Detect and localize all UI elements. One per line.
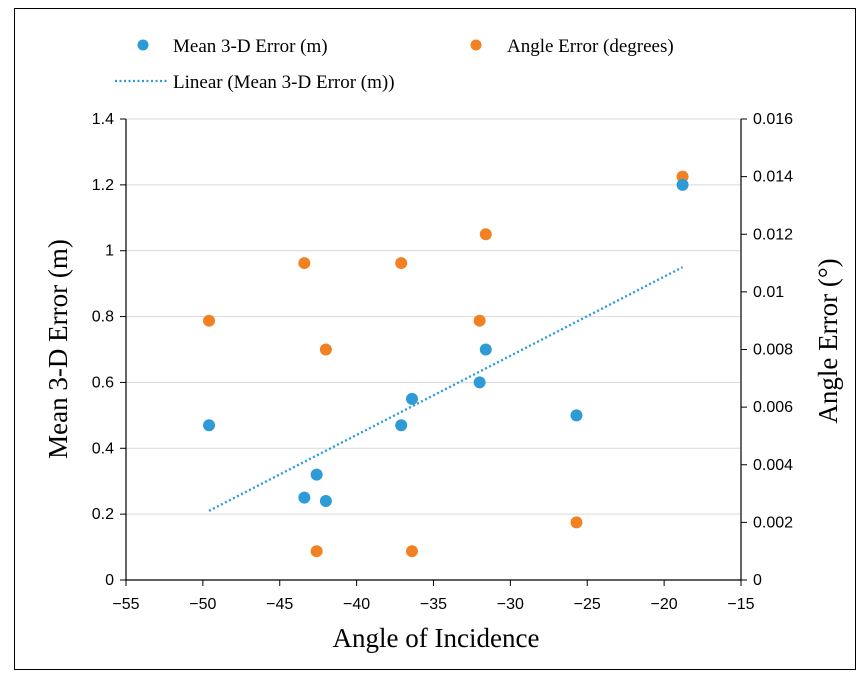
y2-tick-label: 0.008 bbox=[753, 342, 793, 359]
gridlines bbox=[126, 118, 741, 515]
point-mean-error bbox=[479, 343, 492, 356]
point-mean-error bbox=[310, 468, 323, 481]
point-angle-error bbox=[395, 257, 408, 270]
trendline bbox=[208, 266, 684, 512]
y2-tick-label: 0.004 bbox=[753, 457, 793, 474]
x-tick-label: −25 bbox=[574, 596, 601, 613]
y-axis-title: Mean 3-D Error (m) bbox=[43, 239, 73, 459]
tick-labels: 0 0.2 0.4 0.6 0.8 1 1.2 1.4 0 0.002 0.004 0.006 0.00… bbox=[92, 111, 793, 613]
legend: Mean 3-D Error (m) Angle Error (degrees)… bbox=[115, 36, 674, 93]
y2-axis-title: Angle Error (°) bbox=[813, 258, 843, 423]
point-angle-error bbox=[405, 545, 418, 558]
point-angle-error bbox=[310, 545, 323, 558]
point-mean-error bbox=[298, 491, 311, 504]
point-angle-error bbox=[676, 170, 689, 183]
scatter-chart: Mean 3-D Error (m) Angle Error (degrees)… bbox=[43, 36, 843, 653]
point-mean-error bbox=[395, 419, 408, 432]
x-axis-title: Angle of Incidence bbox=[333, 623, 540, 653]
y2-tick-label: 0.016 bbox=[753, 111, 793, 128]
axes bbox=[120, 118, 747, 586]
point-mean-error bbox=[473, 376, 486, 389]
point-angle-error bbox=[319, 343, 332, 356]
x-tick-label: −35 bbox=[420, 596, 447, 613]
y-tick-label: 0.8 bbox=[92, 309, 114, 326]
point-angle-error bbox=[473, 314, 486, 327]
x-tick-label: −45 bbox=[266, 596, 293, 613]
chart-frame: Mean 3-D Error (m) Angle Error (degrees)… bbox=[14, 8, 856, 670]
point-mean-error bbox=[570, 409, 583, 422]
y2-tick-label: 0.012 bbox=[753, 226, 793, 243]
point-mean-error bbox=[676, 178, 689, 191]
x-tick-label: −50 bbox=[189, 596, 216, 613]
x-tick-label: −30 bbox=[497, 596, 524, 613]
y2-tick-label: 0.006 bbox=[753, 399, 793, 416]
y-tick-label: 0.4 bbox=[92, 440, 114, 457]
y-tick-label: 0.6 bbox=[92, 374, 114, 391]
x-tick-label: −40 bbox=[343, 596, 370, 613]
legend-label-angle-error: Angle Error (degrees) bbox=[507, 36, 674, 57]
y2-tick-label: 0.01 bbox=[753, 284, 784, 301]
y-tick-label: 0.2 bbox=[92, 506, 114, 523]
point-angle-error bbox=[298, 257, 311, 270]
trendline-layer bbox=[208, 266, 684, 512]
legend-label-trendline: Linear (Mean 3-D Error (m)) bbox=[173, 72, 395, 93]
point-angle-error bbox=[570, 516, 583, 529]
y2-tick-label: 0.014 bbox=[753, 169, 793, 186]
y2-tick-label: 0 bbox=[753, 572, 762, 589]
x-tick-label: −15 bbox=[727, 596, 754, 613]
point-angle-error bbox=[203, 314, 216, 327]
y-tick-label: 1.2 bbox=[92, 177, 114, 194]
x-tick-label: −55 bbox=[112, 596, 139, 613]
point-mean-error bbox=[405, 392, 418, 405]
legend-marker-mean-error bbox=[137, 39, 149, 51]
legend-marker-angle-error bbox=[470, 39, 482, 51]
y2-tick-label: 0.002 bbox=[753, 514, 793, 531]
data-points bbox=[203, 170, 689, 558]
y-tick-label: 1 bbox=[105, 243, 114, 260]
point-angle-error bbox=[479, 228, 492, 241]
legend-label-mean-error: Mean 3-D Error (m) bbox=[173, 36, 328, 57]
point-mean-error bbox=[319, 494, 332, 507]
x-tick-label: −20 bbox=[651, 596, 678, 613]
y-tick-label: 0 bbox=[105, 572, 114, 589]
point-mean-error bbox=[203, 419, 216, 432]
y-tick-label: 1.4 bbox=[92, 111, 114, 128]
